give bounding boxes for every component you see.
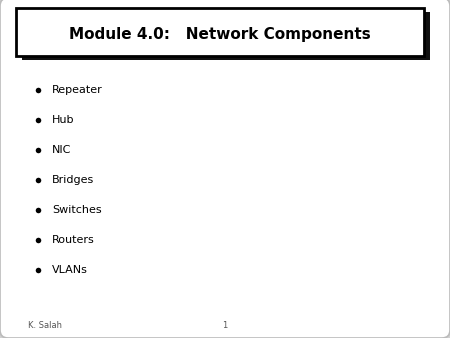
Text: Routers: Routers	[52, 235, 95, 245]
FancyBboxPatch shape	[22, 12, 430, 60]
Text: Switches: Switches	[52, 205, 102, 215]
Text: VLANs: VLANs	[52, 265, 88, 275]
Text: K. Salah: K. Salah	[28, 320, 62, 330]
FancyBboxPatch shape	[16, 8, 424, 56]
Text: Bridges: Bridges	[52, 175, 94, 185]
Text: Module 4.0:   Network Components: Module 4.0: Network Components	[69, 27, 371, 43]
Text: Repeater: Repeater	[52, 85, 103, 95]
Text: NIC: NIC	[52, 145, 72, 155]
Text: Hub: Hub	[52, 115, 75, 125]
Text: 1: 1	[222, 320, 228, 330]
